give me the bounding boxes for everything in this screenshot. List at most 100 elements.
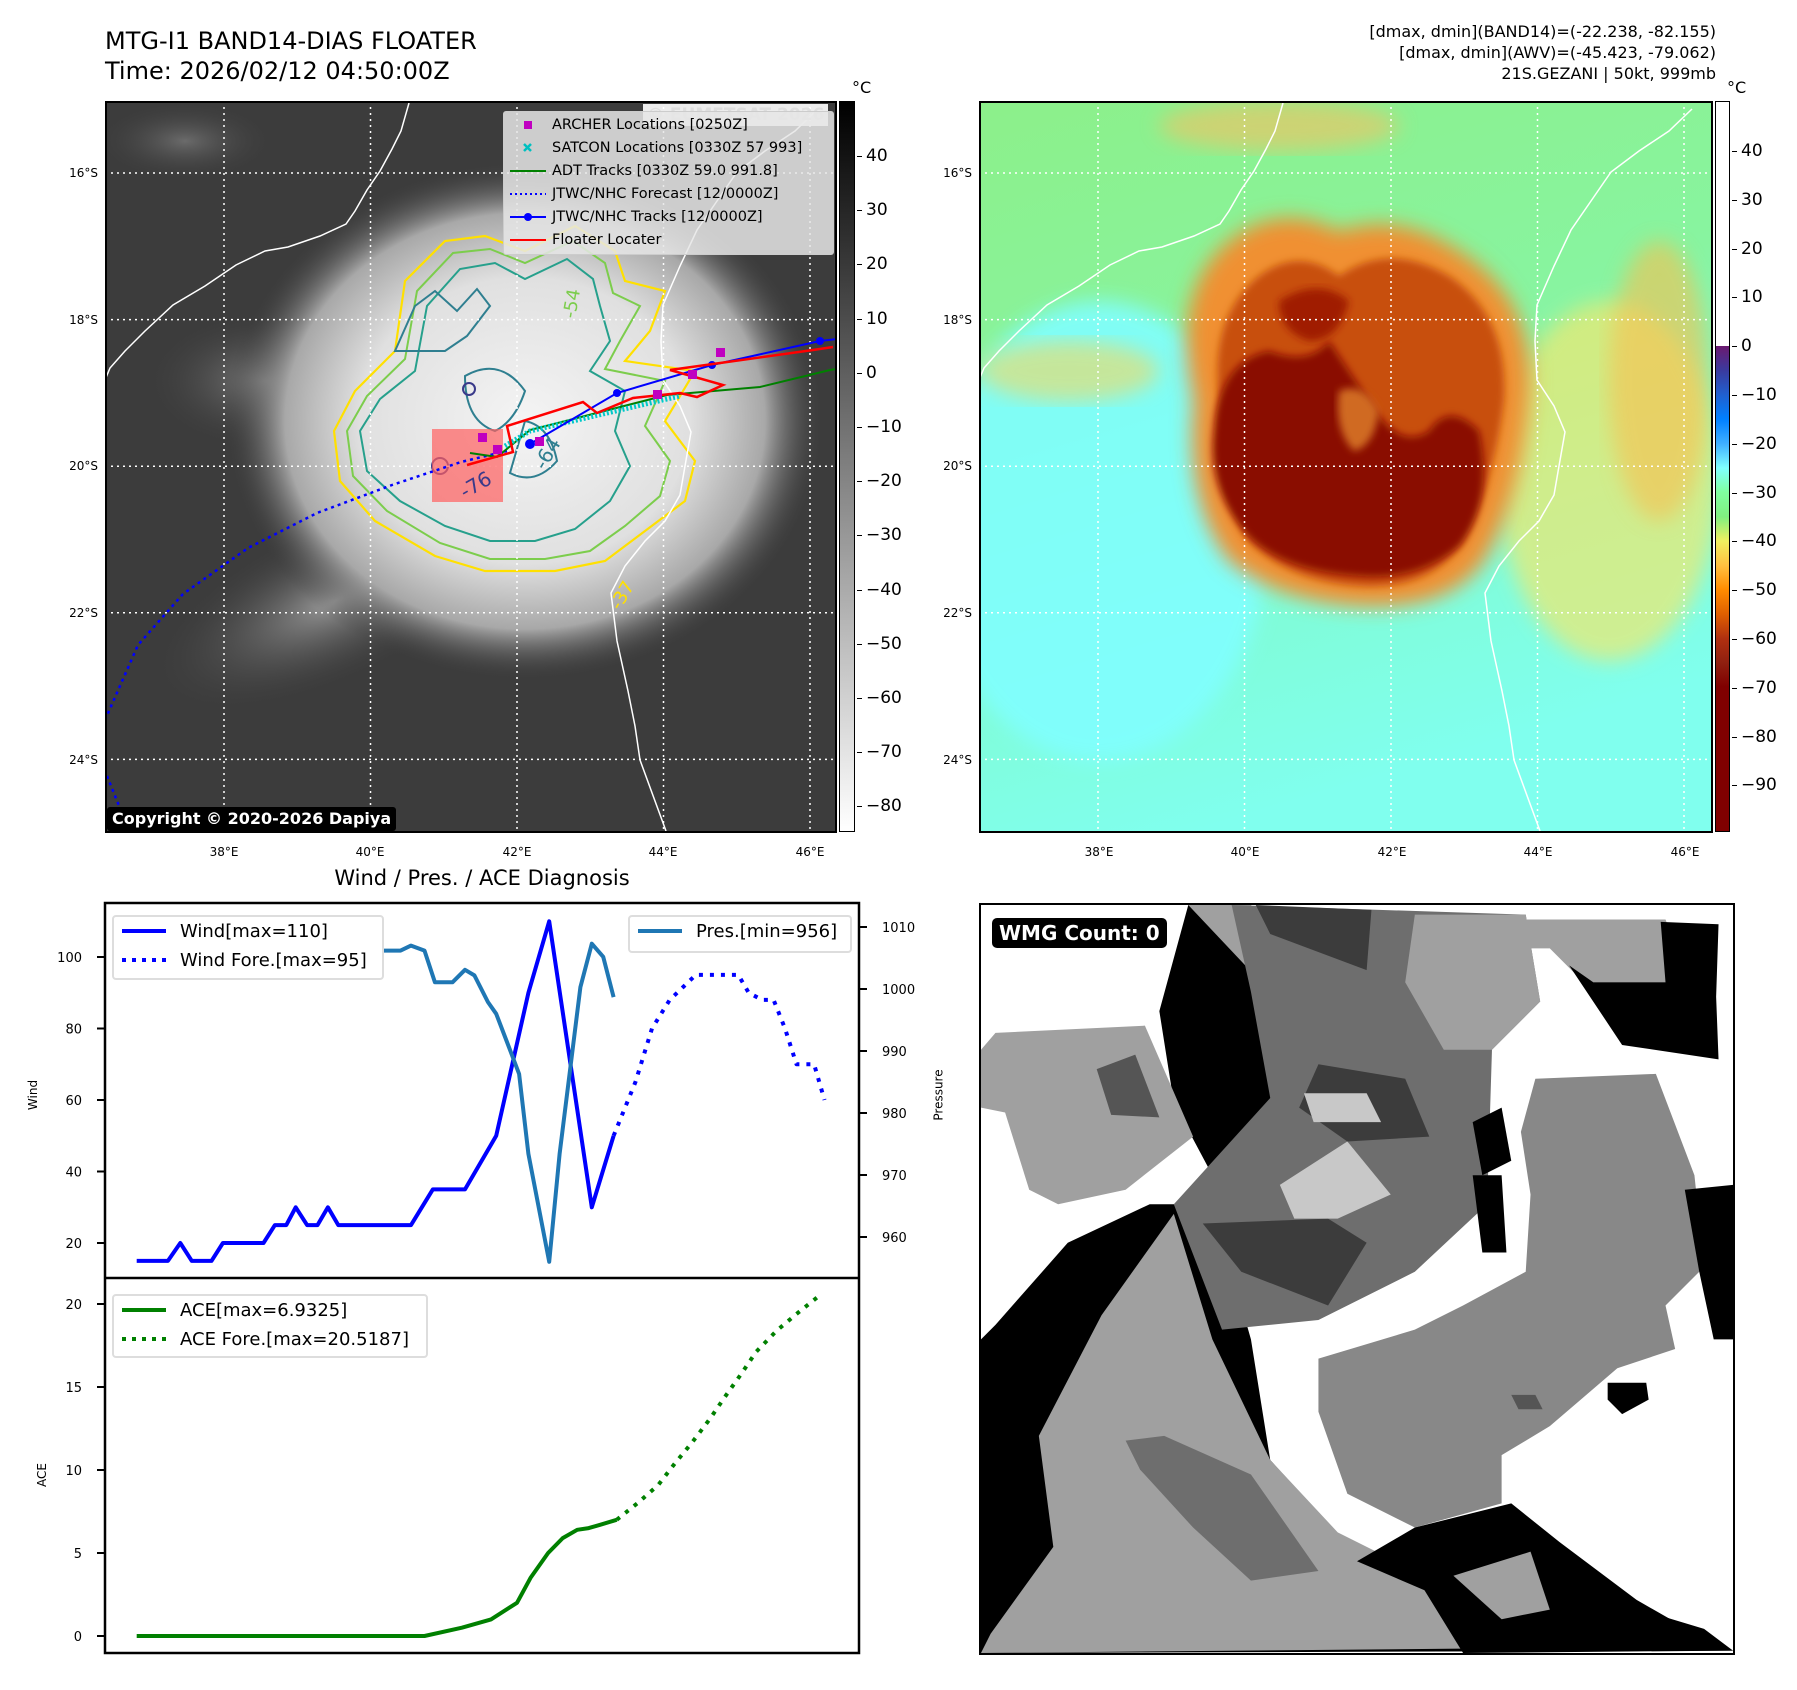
lat-tick: 20°S <box>69 459 98 473</box>
lat-tick: 22°S <box>69 606 98 620</box>
line-icon <box>638 929 682 933</box>
colorbar-tick-mark <box>857 643 862 645</box>
colorbar-tick: −10 <box>866 417 902 437</box>
colorbar-tick-mark <box>1732 248 1737 250</box>
contour-green <box>345 239 672 560</box>
info-band14: [dmax, dmin](BAND14)=(-22.238, -82.155) <box>1369 22 1716 41</box>
line-icon <box>122 929 166 933</box>
pressure-axis-label: Pressure <box>931 1069 946 1121</box>
y2-tick-label: 1000 <box>882 983 915 998</box>
y2-tick-label: 980 <box>882 1107 907 1122</box>
square-marker-icon <box>524 121 532 129</box>
colorbar-tick: 40 <box>1741 141 1763 161</box>
lon-tick: 44°E <box>1523 845 1553 859</box>
awv-map[interactable] <box>979 101 1713 833</box>
map-title: MTG-I1 BAND14-DIAS FLOATER <box>105 27 477 55</box>
y-tick-label: 80 <box>65 1023 82 1038</box>
lon-tick: 46°E <box>795 845 825 859</box>
ir-map-canvas: -64 -76 -37 -54 <box>107 103 835 831</box>
wind-solid-series <box>136 919 616 1263</box>
line-icon <box>510 170 546 172</box>
colorbar-tick: 20 <box>1741 238 1763 259</box>
archer-locations <box>478 348 725 454</box>
colorbar-tick-mark <box>857 372 862 374</box>
satcon-locations <box>503 393 681 449</box>
colorbar-tick-mark <box>1732 199 1737 201</box>
colorbar-tick: 0 <box>1741 336 1752 357</box>
y2-tick-label: 960 <box>882 1231 907 1246</box>
wmg-count-label: WMG Count: 0 <box>992 918 1167 948</box>
colorbar-tick-mark <box>1732 541 1737 543</box>
colorbar-tick: −20 <box>866 471 902 492</box>
lon-tick: 38°E <box>209 845 239 859</box>
y2-tick-label: 990 <box>882 1045 907 1060</box>
dotted-line-icon <box>122 958 166 962</box>
colorbar-tick: −60 <box>866 688 902 708</box>
ir-satellite-map[interactable]: -64 -76 -37 -54 © EUMETSAT 2026 ARCHER L… <box>105 101 837 833</box>
lat-tick: 20°S <box>943 459 972 473</box>
colorbar-tick-mark <box>857 806 862 808</box>
y-tick-label: 10 <box>65 1464 82 1479</box>
colorbar-tick-mark <box>1732 443 1737 445</box>
colorbar-tick-mark <box>1732 346 1737 348</box>
colorbar-tick-mark <box>1732 395 1737 396</box>
colorbar-tick: −80 <box>866 796 902 817</box>
colorbar-tick-mark <box>857 210 862 212</box>
info-storm: 21S.GEZANI | 50kt, 999mb <box>1501 64 1716 83</box>
y-tick-label: 15 <box>65 1381 82 1396</box>
colorbar-tick: −40 <box>1741 531 1777 552</box>
colorbar-tick: 10 <box>866 308 888 329</box>
lat-tick: 16°S <box>69 166 98 180</box>
wmg-grid <box>981 905 1733 1653</box>
colorbar-tick: −80 <box>1741 726 1777 747</box>
colorbar-tick: −40 <box>866 579 902 600</box>
y2-tick-label: 1010 <box>882 921 915 936</box>
ace-solid-series <box>136 1517 618 1638</box>
colorbar-unit: °C <box>1727 78 1747 97</box>
lon-tick: 42°E <box>502 845 532 859</box>
dotted-line-icon <box>510 193 546 195</box>
ace-legend: ACE[max=6.9325] ACE Fore.[max=20.5187] <box>112 1294 428 1358</box>
wmg-panel: WMG Count: 0 <box>979 903 1735 1655</box>
contour-yellow <box>332 224 697 573</box>
y-tick-label: 0 <box>74 1630 82 1645</box>
y2-tick-label: 970 <box>882 1169 907 1184</box>
colorbar-tick: −30 <box>1741 482 1777 503</box>
colorbar-tick-mark <box>1732 492 1737 494</box>
lat-tick: 16°S <box>943 166 972 180</box>
lat-tick: 18°S <box>943 313 972 327</box>
colorbar-tick: −50 <box>866 633 902 654</box>
ace-dotted-series <box>615 1294 821 1522</box>
colorbar-tick-mark <box>1732 687 1737 689</box>
lat-tick: 22°S <box>943 606 972 620</box>
colorbar-tick: −20 <box>1741 433 1777 454</box>
ir-colorbar <box>839 101 855 832</box>
colorbar-tick-mark <box>1732 639 1737 640</box>
awv-map-canvas <box>981 103 1711 831</box>
dotted-line-icon <box>122 1337 166 1341</box>
graticule <box>981 103 1711 831</box>
wind-dotted-series <box>611 972 827 1137</box>
line-icon <box>510 239 546 241</box>
y-tick-label: 5 <box>74 1547 82 1562</box>
lon-tick: 38°E <box>1084 845 1114 859</box>
colorbar-tick: −70 <box>866 742 902 763</box>
colorbar-tick-mark <box>857 752 862 754</box>
y-tick-label: 20 <box>65 1237 82 1252</box>
awv-colorbar <box>1715 101 1730 832</box>
colorbar-tick-mark <box>857 427 862 428</box>
colorbar-tick-mark <box>1732 736 1737 738</box>
colorbar-tick: 10 <box>1741 287 1763 308</box>
lon-tick: 46°E <box>1670 845 1700 859</box>
colorbar-tick: 0 <box>866 362 877 383</box>
colorbar-tick-mark <box>1732 785 1737 787</box>
colorbar-tick-mark <box>857 698 862 699</box>
storm-core <box>1212 341 1484 577</box>
colorbar-tick-mark <box>857 264 862 266</box>
colorbar-unit: °C <box>852 78 872 97</box>
y-tick-label: 40 <box>65 1166 82 1181</box>
lon-tick: 44°E <box>648 845 678 859</box>
map-legend: ARCHER Locations [0250Z] SATCON Location… <box>503 111 834 255</box>
colorbar-tick-mark <box>857 589 862 591</box>
